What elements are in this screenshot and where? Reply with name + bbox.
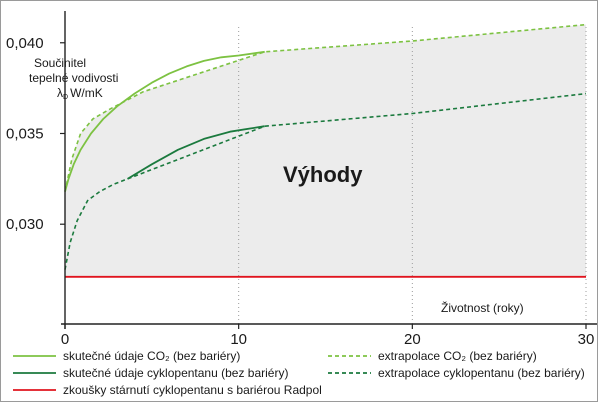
x-tick-label-3: 30	[578, 331, 595, 348]
advantage-area-layer	[65, 24, 586, 277]
y-axis-label-line-1: Součinitel	[34, 56, 86, 70]
series-layer	[64, 23, 587, 278]
y-tick-label-1: 0,035	[6, 125, 44, 142]
legend-label-0: skutečné údaje CO₂ (bez bariéry)	[63, 349, 240, 363]
axis-layer: 0,030 0,035 0,040 0 10 20 30	[6, 11, 597, 348]
legend-label-3: extrapolace CO₂ (bez bariéry)	[378, 349, 537, 363]
y-axis-label-line-2: tepelné vodivosti	[29, 71, 118, 85]
y-axis-label-line-3: λD W/mK	[57, 86, 103, 101]
series-cyclopentane-extrapolation	[64, 92, 587, 270]
series-co2-actual	[64, 50, 265, 192]
advantage-area	[65, 24, 586, 277]
y-tick-label-2: 0,040	[6, 35, 44, 52]
x-axis-label: Životnost (roky)	[441, 300, 524, 315]
y-axis-label-symbol: λ	[57, 86, 63, 100]
advantages-annotation: Výhody	[283, 162, 363, 187]
label-layer: Součinitel tepelné vodivosti λD W/mK Živo…	[29, 56, 524, 315]
grid-layer	[238, 27, 587, 324]
legend-label-1: skutečné údaje cyklopentanu (bez bariéry…	[63, 366, 288, 380]
y-axis-label-subscript: D	[63, 94, 68, 101]
x-tick-label-0: 0	[61, 331, 69, 348]
y-axis-label-unit: W/mK	[70, 86, 103, 100]
legend: skutečné údaje CO₂ (bez bariéry) skutečné…	[13, 349, 585, 397]
x-tick-label-1: 10	[230, 331, 247, 348]
series-cyclopentane-actual	[127, 125, 265, 180]
legend-label-4: extrapolace cyklopentanu (bez bariéry)	[378, 366, 585, 380]
y-tick-label-0: 0,030	[6, 216, 44, 233]
legend-label-2: zkoušky stárnutí cyklopentanu s bariérou…	[63, 383, 322, 397]
x-tick-label-2: 20	[404, 331, 421, 348]
